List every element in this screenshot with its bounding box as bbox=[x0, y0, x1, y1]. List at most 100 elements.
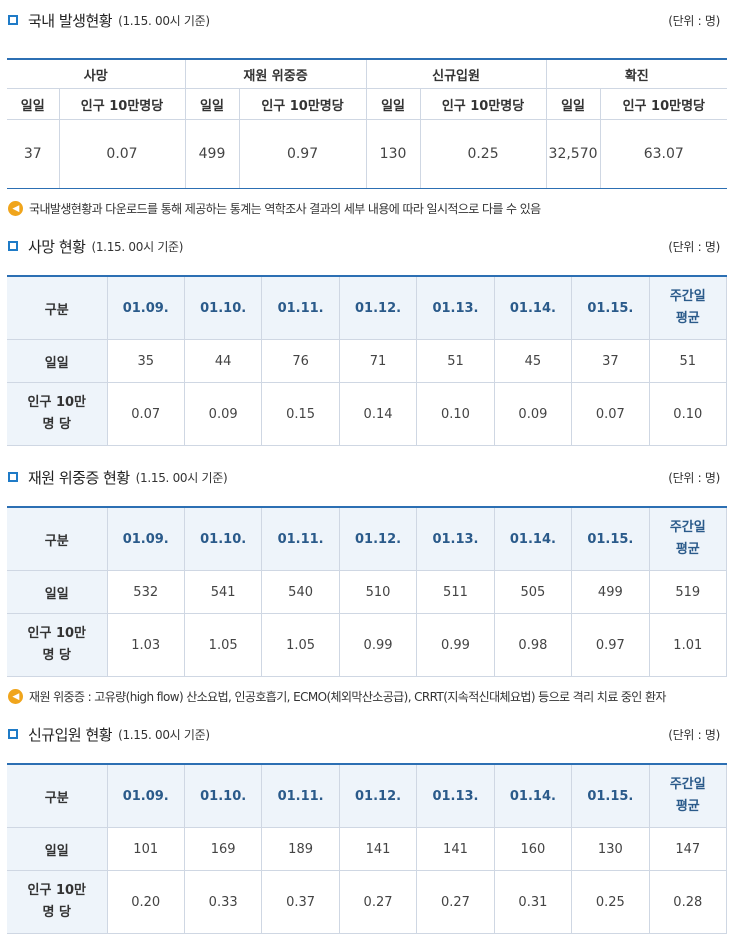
section-subtitle: (1.15. 00시 기준) bbox=[118, 727, 210, 742]
table-cell: 0.25 bbox=[419, 119, 547, 189]
table-cell: 141 bbox=[416, 827, 495, 871]
date-header: 01.10. bbox=[183, 506, 263, 571]
date-header: 01.12. bbox=[338, 275, 418, 340]
table-cell: 71 bbox=[338, 339, 418, 383]
table-cell: 130 bbox=[365, 119, 421, 189]
row-header: 인구 10만 명 당 bbox=[7, 382, 108, 446]
date-header: 01.10. bbox=[183, 763, 263, 828]
table-cell: 0.98 bbox=[493, 613, 573, 677]
col-header: 인구 10만명당 bbox=[599, 88, 728, 120]
note-statistics: ◀ 국내발생현황과 다운로드를 통해 제공하는 통계는 역학조사 결과의 세부 … bbox=[8, 200, 733, 217]
date-header: 01.13. bbox=[416, 275, 495, 340]
section-title-text: 국내 발생현황 bbox=[28, 11, 113, 30]
table-cell: 0.33 bbox=[183, 870, 263, 934]
table-cell: 0.10 bbox=[416, 382, 495, 446]
col-header: 인구 10만명당 bbox=[58, 88, 186, 120]
section-subtitle: (1.15. 00시 기준) bbox=[135, 470, 228, 485]
table-cell: 0.99 bbox=[338, 613, 418, 677]
group-header: 신규입원 bbox=[365, 58, 547, 89]
group-header: 사망 bbox=[7, 58, 186, 89]
unit-label: (단위 : 명) bbox=[668, 727, 720, 742]
table-cell: 1.05 bbox=[261, 613, 340, 677]
table-cell: 1.03 bbox=[106, 613, 185, 677]
table-cell: 130 bbox=[571, 827, 650, 871]
unit-label: (단위 : 명) bbox=[668, 470, 720, 485]
table-cell: 0.20 bbox=[106, 870, 185, 934]
square-bullet-icon bbox=[8, 729, 18, 739]
date-header: 01.14. bbox=[493, 506, 573, 571]
table-cell: 51 bbox=[416, 339, 495, 383]
table-cell: 0.07 bbox=[571, 382, 650, 446]
table-cell: 0.97 bbox=[238, 119, 367, 189]
row-header: 인구 10만 명 당 bbox=[7, 613, 108, 677]
date-header: 01.12. bbox=[338, 506, 418, 571]
date-header: 01.15. bbox=[571, 763, 650, 828]
table-cell: 51 bbox=[648, 339, 728, 383]
section-subtitle: (1.15. 00시 기준) bbox=[118, 13, 210, 28]
row-header: 일일 bbox=[7, 827, 108, 871]
section-title-critical: 재원 위중증 현황 (1.15. 00시 기준) (단위 : 명) bbox=[8, 467, 728, 487]
note-critical-definition: ◀ 재원 위중증 : 고유량(high flow) 산소요법, 인공호흡기, E… bbox=[8, 688, 733, 705]
table-row: 인구 10만 명 당 1.03 1.05 1.05 0.99 0.99 0.98 … bbox=[7, 613, 728, 677]
section-title-deaths: 사망 현황 (1.15. 00시 기준) (단위 : 명) bbox=[8, 236, 728, 256]
date-header: 01.15. bbox=[571, 275, 650, 340]
table-cell: 0.97 bbox=[571, 613, 650, 677]
note-text: 재원 위중증 : 고유량(high flow) 산소요법, 인공호흡기, ECM… bbox=[29, 690, 666, 704]
table-cell: 511 bbox=[416, 570, 495, 614]
table-row: 37 0.07 499 0.97 130 0.25 32,570 63.07 bbox=[7, 119, 728, 189]
table-cell: 45 bbox=[493, 339, 573, 383]
table-cell: 37 bbox=[571, 339, 650, 383]
table-cell: 37 bbox=[7, 119, 59, 189]
col-header: 일일 bbox=[365, 88, 421, 120]
domestic-summary-table: 사망 재원 위중증 신규입원 확진 일일 인구 10만명당 일일 인구 10만명… bbox=[7, 58, 728, 189]
weekly-avg-header: 주간일 평균 bbox=[648, 763, 728, 828]
table-cell: 499 bbox=[571, 570, 650, 614]
table-cell: 101 bbox=[106, 827, 185, 871]
section-title-text: 재원 위중증 현황 bbox=[28, 468, 130, 487]
table-cell: 0.27 bbox=[338, 870, 418, 934]
table-cell: 0.07 bbox=[58, 119, 186, 189]
table-cell: 0.10 bbox=[648, 382, 728, 446]
critical-table: 구분 01.09. 01.10. 01.11. 01.12. 01.13. 01… bbox=[7, 506, 728, 677]
date-header: 01.15. bbox=[571, 506, 650, 571]
section-subtitle: (1.15. 00시 기준) bbox=[91, 239, 184, 254]
weekly-avg-header: 주간일 평균 bbox=[648, 275, 728, 340]
table-cell: 499 bbox=[184, 119, 240, 189]
table-cell: 0.07 bbox=[106, 382, 185, 446]
table-cell: 0.28 bbox=[648, 870, 728, 934]
square-bullet-icon bbox=[8, 472, 18, 482]
table-cell: 0.37 bbox=[261, 870, 340, 934]
unit-label: (단위 : 명) bbox=[668, 239, 720, 254]
table-cell: 505 bbox=[493, 570, 573, 614]
col-header: 인구 10만명당 bbox=[419, 88, 547, 120]
square-bullet-icon bbox=[8, 241, 18, 251]
date-header: 01.14. bbox=[493, 763, 573, 828]
section-title-domestic: 국내 발생현황 (1.15. 00시 기준) (단위 : 명) bbox=[8, 10, 728, 30]
table-cell: 44 bbox=[183, 339, 263, 383]
table-cell: 1.05 bbox=[183, 613, 263, 677]
date-header: 01.13. bbox=[416, 763, 495, 828]
date-header: 01.13. bbox=[416, 506, 495, 571]
table-cell: 63.07 bbox=[599, 119, 728, 189]
admissions-table: 구분 01.09. 01.10. 01.11. 01.12. 01.13. 01… bbox=[7, 763, 728, 934]
table-cell: 510 bbox=[338, 570, 418, 614]
date-header: 01.11. bbox=[261, 275, 340, 340]
col-header: 일일 bbox=[184, 88, 240, 120]
table-cell: 76 bbox=[261, 339, 340, 383]
row-header: 일일 bbox=[7, 570, 108, 614]
group-header: 재원 위중증 bbox=[184, 58, 367, 89]
weekly-avg-header: 주간일 평균 bbox=[648, 506, 728, 571]
date-header: 01.12. bbox=[338, 763, 418, 828]
table-cell: 0.09 bbox=[493, 382, 573, 446]
section-title-admissions: 신규입원 현황 (1.15. 00시 기준) (단위 : 명) bbox=[8, 724, 728, 744]
row-header: 일일 bbox=[7, 339, 108, 383]
table-cell: 147 bbox=[648, 827, 728, 871]
section-title-text: 사망 현황 bbox=[28, 237, 86, 256]
col-header: 인구 10만명당 bbox=[238, 88, 367, 120]
note-text: 국내발생현황과 다운로드를 통해 제공하는 통계는 역학조사 결과의 세부 내용… bbox=[29, 202, 541, 216]
speaker-icon: ◀ bbox=[8, 689, 23, 704]
square-bullet-icon bbox=[8, 15, 18, 25]
table-cell: 1.01 bbox=[648, 613, 728, 677]
table-row: 인구 10만 명 당 0.07 0.09 0.15 0.14 0.10 0.09 … bbox=[7, 382, 728, 446]
deaths-table: 구분 01.09. 01.10. 01.11. 01.12. 01.13. 01… bbox=[7, 275, 728, 446]
